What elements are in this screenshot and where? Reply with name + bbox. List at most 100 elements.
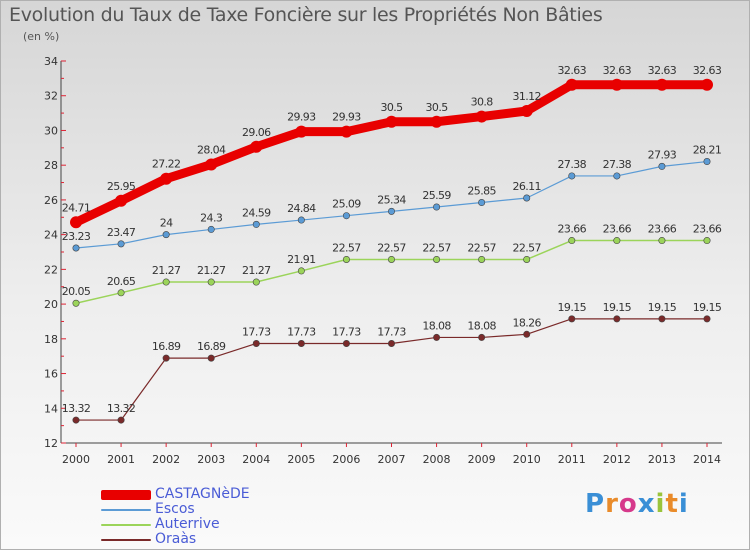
y-tick-label: 32: [44, 90, 58, 103]
data-point: [117, 240, 125, 248]
data-label: 25.34: [377, 193, 406, 206]
data-point: [433, 255, 441, 263]
data-point: [433, 203, 441, 211]
x-tick-label: 2005: [287, 453, 315, 466]
data-point: [568, 172, 576, 180]
data-label: 17.73: [242, 326, 271, 339]
chart-subtitle: (en %): [23, 30, 60, 43]
data-point: [478, 199, 486, 207]
data-label: 21.27: [197, 264, 226, 277]
legend-item: Escos: [101, 502, 250, 517]
data-label: 27.38: [558, 158, 587, 171]
data-point: [207, 278, 215, 286]
x-tick-label: 2008: [423, 453, 451, 466]
brand-letter: r: [605, 489, 619, 519]
x-tick-label: 2009: [468, 453, 496, 466]
data-label: 30.5: [380, 101, 403, 114]
data-point: [703, 158, 711, 166]
data-point: [658, 237, 666, 245]
data-label: 23.23: [62, 230, 91, 243]
data-point: [162, 278, 170, 286]
data-point: [701, 78, 713, 91]
data-point: [610, 78, 623, 91]
data-label: 18.08: [422, 319, 451, 332]
y-tick-label: 14: [44, 402, 58, 415]
data-label: 20.05: [62, 285, 91, 298]
legend-item: CASTAGNèDE: [101, 487, 250, 502]
data-point: [523, 255, 531, 263]
data-label: 19.15: [648, 301, 677, 314]
data-label: 13.32: [62, 402, 91, 415]
data-point: [115, 194, 128, 207]
data-label: 24.59: [242, 206, 271, 219]
data-point: [72, 244, 80, 252]
data-point: [703, 237, 711, 245]
data-point: [72, 299, 80, 307]
data-label: 29.93: [287, 111, 316, 124]
data-label: 13.32: [107, 402, 136, 415]
data-label: 16.89: [152, 340, 181, 353]
x-tick-label: 2010: [513, 453, 541, 466]
data-point: [613, 315, 621, 323]
data-label: 17.73: [287, 326, 316, 339]
data-label: 23.66: [648, 223, 677, 236]
brand-letter: o: [618, 489, 638, 519]
data-label: 24.3: [200, 211, 223, 224]
data-point: [342, 255, 350, 263]
data-label: 28.21: [693, 144, 722, 157]
x-tick-label: 2000: [62, 453, 90, 466]
data-label: 17.73: [377, 326, 406, 339]
data-label: 31.12: [512, 90, 541, 103]
data-point: [430, 115, 443, 128]
data-label: 21.27: [242, 264, 271, 277]
x-tick-label: 2012: [603, 453, 631, 466]
data-point: [205, 158, 218, 171]
data-label: 19.15: [558, 301, 587, 314]
data-label: 24.84: [287, 202, 316, 215]
data-label: 24.71: [62, 201, 91, 214]
data-point: [478, 333, 486, 341]
data-label: 19.15: [693, 301, 722, 314]
data-label: 22.57: [332, 241, 361, 254]
data-label: 25.85: [467, 185, 496, 198]
data-point: [70, 216, 82, 229]
y-tick-label: 18: [44, 333, 58, 346]
data-label: 22.57: [512, 241, 541, 254]
data-point: [523, 330, 531, 338]
legend-swatch: [101, 508, 151, 511]
data-label: 29.06: [242, 126, 271, 139]
x-tick-label: 2006: [332, 453, 360, 466]
y-tick-label: 30: [44, 124, 58, 137]
brand-letter: i: [655, 489, 666, 519]
data-point: [520, 105, 533, 118]
data-label: 27.38: [603, 158, 632, 171]
data-point: [207, 225, 215, 233]
data-label: 22.57: [377, 241, 406, 254]
data-label: 17.73: [332, 326, 361, 339]
y-tick-label: 34: [44, 55, 58, 68]
brand-letter: t: [665, 489, 679, 519]
data-label: 19.15: [603, 301, 632, 314]
data-point: [340, 125, 353, 138]
data-label: 23.66: [693, 223, 722, 236]
data-label: 16.89: [197, 340, 226, 353]
data-point: [342, 340, 350, 348]
data-label: 22.57: [467, 241, 496, 254]
x-tick-label: 2004: [242, 453, 270, 466]
data-point: [250, 140, 263, 153]
brand-letter: x: [637, 489, 656, 519]
legend-label: Oraàs: [155, 531, 197, 547]
data-point: [252, 220, 260, 228]
x-tick-label: 2001: [107, 453, 135, 466]
data-label: 28.04: [197, 143, 226, 156]
data-point: [160, 172, 173, 185]
x-tick-label: 2011: [558, 453, 586, 466]
data-point: [568, 237, 576, 245]
y-tick-label: 20: [44, 298, 58, 311]
data-label: 23.47: [107, 226, 136, 239]
data-label: 32.63: [558, 64, 587, 77]
data-point: [297, 340, 305, 348]
data-point: [658, 162, 666, 170]
